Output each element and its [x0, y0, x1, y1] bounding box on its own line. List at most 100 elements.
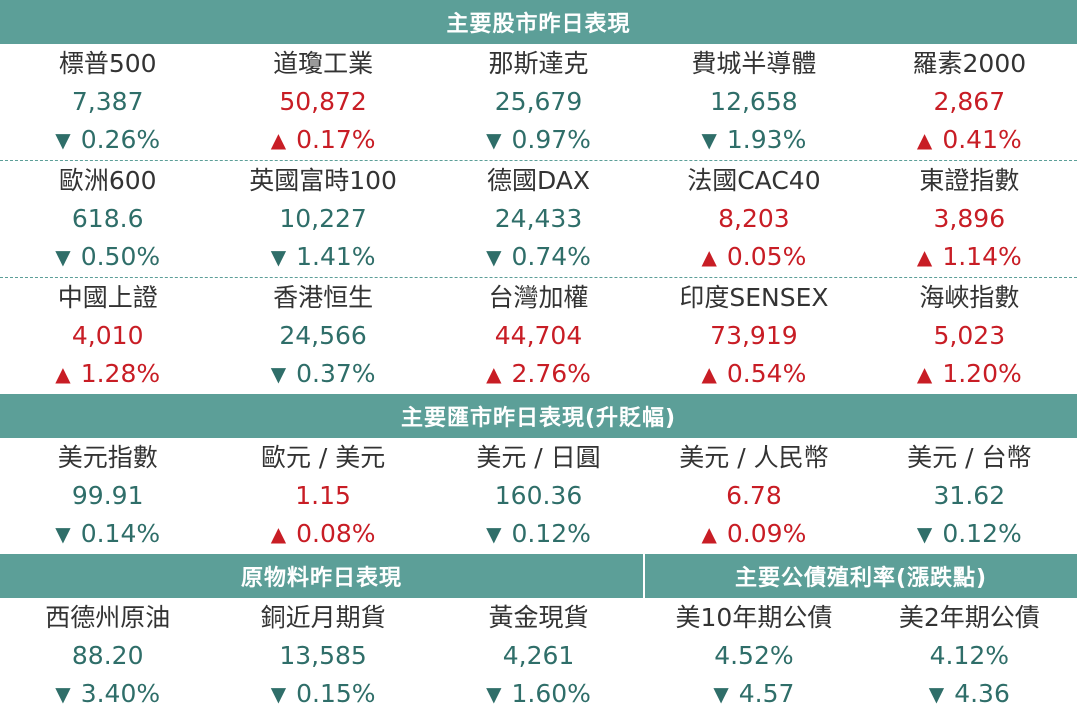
market-card: 海峽指數 5,023 ▲ 1.20% — [862, 278, 1077, 394]
market-name: 那斯達克 — [488, 49, 589, 78]
market-change-value: 0.41% — [942, 125, 1022, 154]
market-change-value: 0.97% — [511, 125, 591, 154]
row-divider — [0, 277, 1077, 278]
market-card: 英國富時100 10,227 ▼ 1.41% — [215, 161, 430, 277]
fx-change: ▼ 0.12% — [486, 515, 591, 553]
fx-name: 美元 / 台幣 — [907, 443, 1032, 472]
stock-row-1: 標普500 7,387 ▼ 0.26% 道瓊工業 50,872 ▲ 0.17% 那斯… — [0, 44, 1077, 160]
commodity-card: 西德州原油 88.20 ▼ 3.40% — [0, 598, 215, 714]
market-change: ▼ 1.93% — [702, 121, 807, 159]
fx-name: 美元指數 — [57, 443, 158, 472]
market-card: 法國CAC40 8,203 ▲ 0.05% — [646, 161, 861, 277]
market-card: 標普500 7,387 ▼ 0.26% — [0, 44, 215, 160]
commodity-change-value: 0.15% — [296, 679, 376, 708]
market-name: 道瓊工業 — [273, 49, 374, 78]
market-value: 5,023 — [933, 321, 1006, 350]
market-card: 台灣加權 44,704 ▲ 2.76% — [431, 278, 646, 394]
market-change: ▲ 1.20% — [917, 355, 1022, 393]
up-arrow-icon: ▲ — [916, 245, 933, 269]
market-change-value: 0.50% — [80, 242, 161, 271]
market-change-value: 1.93% — [726, 125, 807, 154]
fx-name: 美元 / 日圓 — [476, 443, 601, 472]
market-change: ▲ 0.17% — [271, 121, 376, 159]
market-card: 德國DAX 24,433 ▼ 0.74% — [431, 161, 646, 277]
market-value: 7,387 — [71, 87, 144, 116]
market-card: 那斯達克 25,679 ▼ 0.97% — [431, 44, 646, 160]
market-change-value: 1.28% — [80, 359, 161, 388]
market-name: 英國富時100 — [249, 166, 397, 195]
fx-change-value: 0.12% — [942, 519, 1022, 548]
bond-change-value: 4.36 — [954, 679, 1010, 708]
fx-section-title: 主要匯市昨日表現(升貶幅) — [400, 406, 677, 431]
fx-change-value: 0.09% — [726, 519, 807, 548]
up-arrow-icon: ▲ — [486, 362, 502, 386]
fx-change-value: 0.12% — [511, 519, 591, 548]
commodity-change-value: 1.60% — [511, 679, 591, 708]
stock-row-3: 中國上證 4,010 ▲ 1.28% 香港恒生 24,566 ▼ 0.37% 台灣加… — [0, 278, 1077, 394]
down-arrow-icon: ▼ — [270, 682, 287, 706]
market-change-value: 2.76% — [511, 359, 591, 388]
commodity-value: 88.20 — [71, 641, 144, 670]
up-arrow-icon: ▲ — [701, 362, 717, 386]
fx-change-value: 0.08% — [296, 519, 376, 548]
bond-value: 4.52% — [714, 641, 794, 670]
market-card: 道瓊工業 50,872 ▲ 0.17% — [215, 44, 430, 160]
down-arrow-icon: ▼ — [701, 128, 717, 152]
commodity-name: 銅近月期貨 — [260, 603, 386, 632]
market-change-value: 0.74% — [511, 242, 591, 271]
up-arrow-icon: ▲ — [270, 522, 287, 546]
down-arrow-icon: ▼ — [486, 682, 502, 706]
fx-card: 歐元 / 美元 1.15 ▲ 0.08% — [215, 438, 430, 554]
market-change: ▲ 0.41% — [917, 121, 1022, 159]
stock-section-header: 主要股市昨日表現 — [0, 0, 1077, 44]
bond-section-header: 主要公債殖利率(漲跌點) — [645, 554, 1077, 598]
market-change-value: 1.14% — [942, 242, 1022, 271]
commodity-change: ▼ 3.40% — [55, 675, 160, 713]
up-arrow-icon: ▲ — [55, 362, 71, 386]
up-arrow-icon: ▲ — [701, 522, 717, 546]
market-value: 3,896 — [933, 204, 1006, 233]
up-arrow-icon: ▲ — [916, 362, 933, 386]
market-change: ▼ 0.74% — [486, 238, 591, 276]
up-arrow-icon: ▲ — [270, 128, 287, 152]
market-card: 香港恒生 24,566 ▼ 0.37% — [215, 278, 430, 394]
market-value: 73,919 — [710, 321, 798, 350]
bond-value: 4.12% — [929, 641, 1010, 670]
market-change: ▲ 0.05% — [702, 238, 807, 276]
market-change: ▼ 0.37% — [271, 355, 376, 393]
down-arrow-icon: ▼ — [55, 245, 71, 269]
fx-name: 歐元 / 美元 — [260, 443, 386, 472]
market-value: 25,679 — [494, 87, 583, 116]
market-value: 618.6 — [71, 204, 144, 233]
market-name: 費城半導體 — [691, 49, 817, 78]
commodity-change: ▼ 0.15% — [271, 675, 376, 713]
stock-row-2: 歐洲600 618.6 ▼ 0.50% 英國富時100 10,227 ▼ 1.41%… — [0, 161, 1077, 277]
commodity-value: 13,585 — [279, 641, 367, 670]
market-change-value: 0.37% — [296, 359, 376, 388]
fx-value: 1.15 — [295, 481, 351, 510]
bottom-section-header: 原物料昨日表現 主要公債殖利率(漲跌點) — [0, 554, 1077, 598]
bond-name: 美2年期公債 — [898, 603, 1040, 632]
down-arrow-icon: ▼ — [55, 682, 71, 706]
market-name: 海峽指數 — [919, 283, 1020, 312]
fx-change-value: 0.14% — [80, 519, 161, 548]
market-name: 印度SENSEX — [679, 283, 829, 312]
bond-name: 美10年期公債 — [675, 603, 833, 632]
market-name: 歐洲600 — [58, 166, 157, 195]
market-value: 24,433 — [494, 204, 583, 233]
market-name: 香港恒生 — [273, 283, 374, 312]
market-name: 台灣加權 — [488, 283, 589, 312]
market-change: ▼ 0.26% — [55, 121, 160, 159]
market-value: 8,203 — [718, 204, 790, 233]
market-change: ▼ 0.97% — [486, 121, 591, 159]
market-change: ▼ 1.41% — [271, 238, 376, 276]
up-arrow-icon: ▲ — [701, 245, 717, 269]
market-card: 印度SENSEX 73,919 ▲ 0.54% — [646, 278, 861, 394]
down-arrow-icon: ▼ — [486, 522, 502, 546]
commodity-section-title: 原物料昨日表現 — [240, 566, 402, 591]
bond-change-value: 4.57 — [738, 679, 795, 708]
bond-change: ▼ 4.36 — [929, 675, 1010, 713]
bond-card: 美10年期公債 4.52% ▼ 4.57 — [646, 598, 861, 714]
fx-card: 美元 / 日圓 160.36 ▼ 0.12% — [431, 438, 646, 554]
